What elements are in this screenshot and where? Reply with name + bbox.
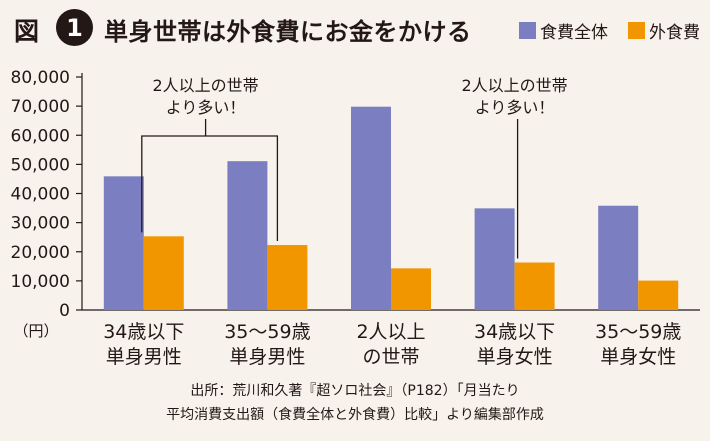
- y-tick-label: 70,000: [11, 97, 70, 117]
- annotation-text: 2人以上の世帯: [462, 76, 568, 95]
- figure-number-badge: 1: [56, 9, 93, 46]
- y-tick-label: 20,000: [11, 243, 70, 263]
- y-tick-label: 30,000: [11, 214, 70, 234]
- chart-title: 単身世帯は外食費にお金をかける: [104, 18, 472, 46]
- annotation-text: 2人以上の世帯: [153, 76, 259, 95]
- x-category-label: 単身女性: [600, 346, 676, 368]
- figure-label: 図: [14, 17, 41, 46]
- bar-dining-out: [267, 245, 308, 310]
- x-category-label: 35〜59歳: [595, 321, 681, 343]
- y-unit-label: （円）: [13, 322, 58, 340]
- x-category-label: 2人以上: [356, 321, 425, 343]
- bar-total: [598, 205, 639, 310]
- bar-dining-out: [391, 268, 431, 310]
- x-category-label: の世帯: [362, 346, 419, 368]
- legend-item-total: 食費全体: [519, 18, 608, 43]
- x-category-label: 34歳以下: [103, 321, 184, 343]
- y-tick-label: 40,000: [11, 185, 70, 205]
- x-category-label: 34歳以下: [474, 321, 555, 343]
- legend-swatch-dining-out: [628, 22, 645, 39]
- annotation-text: より多い！: [166, 98, 246, 117]
- bar-total: [474, 208, 515, 310]
- source-note-line1: 出所：荒川和久著『超ソロ社会』（P182）「月当たり: [190, 383, 520, 399]
- bar-total: [227, 161, 268, 310]
- y-tick-label: 10,000: [11, 272, 70, 292]
- x-category-label: 単身男性: [106, 346, 182, 368]
- bar-dining-out: [638, 280, 679, 310]
- bar-total: [351, 106, 391, 311]
- bar-dining-out: [514, 262, 555, 310]
- y-tick-label: 0: [59, 301, 70, 321]
- annotation-text: より多い！: [475, 98, 555, 117]
- bar-dining-out: [143, 236, 184, 310]
- legend-item-dining-out: 外食費: [628, 18, 700, 43]
- x-category-label: 単身女性: [477, 346, 553, 368]
- chart-legend: 食費全体 外食費: [519, 18, 700, 43]
- legend-label-total: 食費全体: [540, 23, 608, 43]
- y-tick-label: 60,000: [11, 126, 70, 146]
- y-tick-label: 50,000: [11, 155, 70, 175]
- annotation-bracket: [141, 135, 279, 242]
- x-category-label: 単身男性: [229, 346, 305, 368]
- legend-swatch-total: [519, 22, 536, 39]
- source-note-line2: 平均消費支出額（食費全体と外食費）比較」より編集部作成: [166, 407, 544, 423]
- bar-total: [103, 176, 144, 310]
- legend-label-dining-out: 外食費: [649, 23, 700, 43]
- chart-header: 図 1 単身世帯は外食費にお金をかける 食費全体 外食費: [0, 0, 710, 60]
- x-category-label: 35〜59歳: [224, 321, 310, 343]
- y-tick-label: 80,000: [11, 68, 70, 88]
